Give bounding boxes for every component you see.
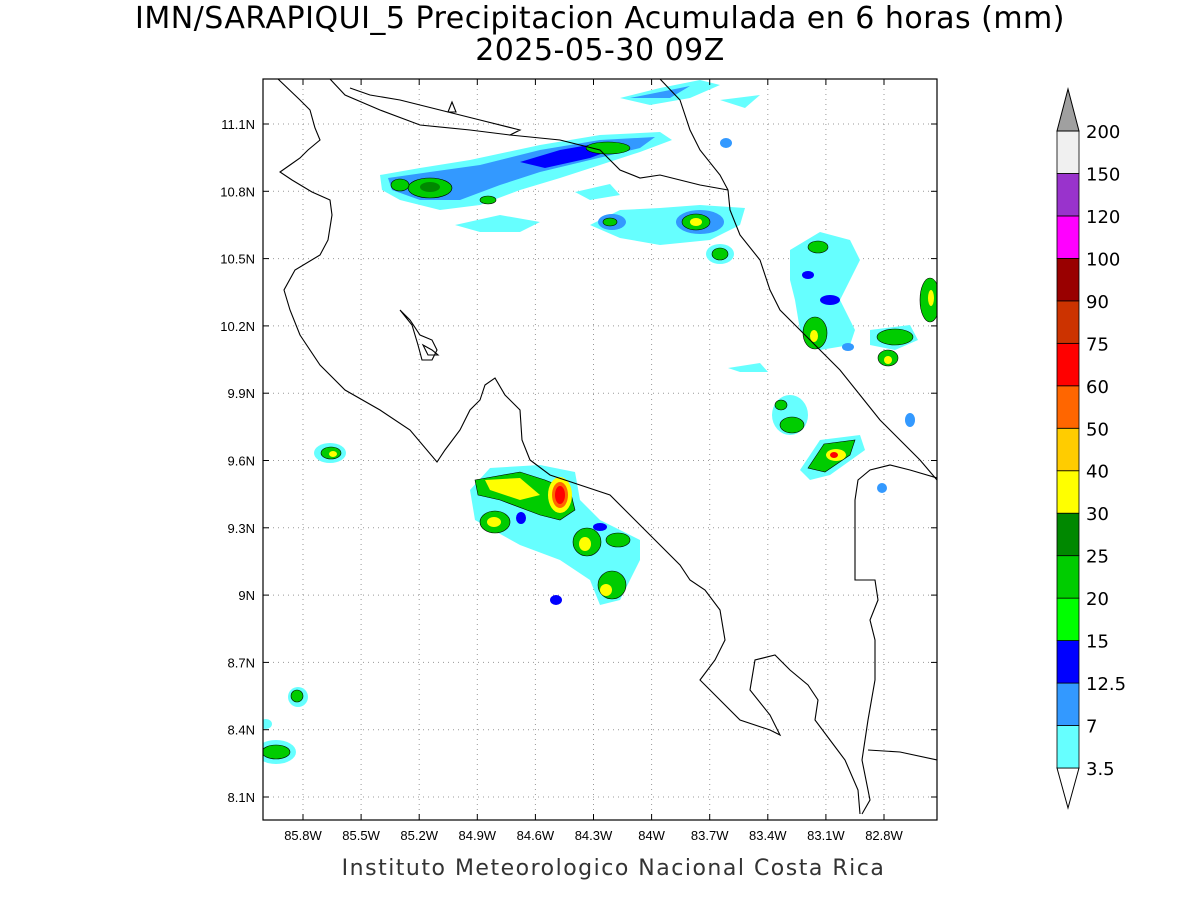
lon-tick-label: 85.2W xyxy=(400,828,438,843)
lon-tick-label: 84.6W xyxy=(517,828,555,843)
colorbar-label: 120 xyxy=(1086,207,1120,228)
lon-tick-label: 85.8W xyxy=(284,828,322,843)
colorbar-label: 150 xyxy=(1086,164,1120,185)
rain-cell-central-north xyxy=(590,138,745,264)
colorbar-swatch xyxy=(1056,555,1080,599)
colorbar-label: 7 xyxy=(1086,717,1097,738)
precipitation-field xyxy=(263,80,937,764)
longitude-axis: 85.8W 85.5W 85.2W 84.9W 84.6W 84.3W 84W 83.7W 83… xyxy=(284,79,904,843)
colorbar-swatch xyxy=(1056,173,1080,217)
colorbar-swatch xyxy=(1056,130,1080,174)
rain-cell-limon xyxy=(772,395,915,493)
lon-tick-label: 82.8W xyxy=(865,828,903,843)
lat-tick-label: 8.7N xyxy=(228,655,255,670)
lat-tick-label: 9.6N xyxy=(228,454,255,469)
lon-tick-label: 83.7W xyxy=(691,828,729,843)
colorbar-swatch xyxy=(1056,257,1080,302)
colorbar-swatch xyxy=(1056,215,1080,259)
lat-tick-label: 9N xyxy=(238,588,255,603)
colorbar-label: 75 xyxy=(1086,334,1109,355)
colorbar-swatch xyxy=(1056,725,1080,769)
colorbar-label: 60 xyxy=(1086,377,1109,398)
colorbar-swatch xyxy=(1056,300,1080,344)
lon-tick-label: 83.4W xyxy=(749,828,787,843)
map-subtitle: 2025-05-30 09Z xyxy=(475,33,725,68)
colorbar-swatch xyxy=(1056,682,1080,726)
colorbar-label: 25 xyxy=(1086,547,1109,568)
colorbar-label: 50 xyxy=(1086,419,1109,440)
rain-cell-central-pacific xyxy=(470,465,640,605)
colorbar-swatch xyxy=(1056,385,1080,429)
colorbar-swatch xyxy=(1056,512,1080,557)
colorbar-swatch xyxy=(1056,640,1080,684)
lat-tick-label: 9.3N xyxy=(228,521,255,536)
colorbar-label: 90 xyxy=(1086,292,1109,313)
lon-tick-label: 85.5W xyxy=(342,828,380,843)
colorbar-swatch xyxy=(1056,597,1080,642)
rain-cell-caribbean xyxy=(728,232,937,372)
colorbar-label: 15 xyxy=(1086,632,1109,653)
lon-tick-label: 84.3W xyxy=(575,828,613,843)
lat-tick-label: 8.4N xyxy=(228,723,255,738)
colorbar-label: 30 xyxy=(1086,504,1109,525)
lat-tick-label: 10.8N xyxy=(220,184,255,199)
rain-cell-north-band xyxy=(380,80,760,232)
colorbar-min-arrow xyxy=(1056,767,1080,810)
lat-tick-label: 11.1N xyxy=(221,117,255,132)
colorbar-swatch xyxy=(1056,427,1080,472)
colorbar-label: 40 xyxy=(1086,462,1109,483)
lon-tick-label: 84W xyxy=(638,828,665,843)
lat-tick-label: 9.9N xyxy=(228,386,255,401)
map-frame xyxy=(262,78,938,821)
colorbar-max-arrow xyxy=(1056,87,1080,132)
colorbar-label: 200 xyxy=(1086,122,1120,143)
colorbar-swatch xyxy=(1056,342,1080,387)
lon-tick-label: 83.1W xyxy=(807,828,845,843)
lat-tick-label: 10.5N xyxy=(220,252,255,267)
coastline xyxy=(277,79,937,815)
colorbar-label: 12.5 xyxy=(1086,674,1126,695)
rain-cell-west xyxy=(263,443,346,764)
colorbar-label: 100 xyxy=(1086,249,1120,270)
colorbar-label: 3.5 xyxy=(1086,759,1115,780)
latitude-axis: 11.1N 10.8N 10.5N 10.2N 9.9N 9.6N 9.3N 9N 8.7N 8.… xyxy=(220,117,937,805)
lat-tick-label: 10.2N xyxy=(220,319,255,334)
colorbar-swatch xyxy=(1056,470,1080,514)
map-title: IMN/SARAPIQUI_5 Precipitacion Acumulada … xyxy=(135,1,1065,36)
colorbar: 3.5 7 12.5 15 20 25 30 40 50 60 75 90 100 120 150 200 xyxy=(1056,87,1126,810)
footer-credit: Instituto Meteorologico Nacional Costa R… xyxy=(341,856,886,881)
colorbar-label: 20 xyxy=(1086,589,1109,610)
lat-tick-label: 8.1N xyxy=(228,790,255,805)
lon-tick-label: 84.9W xyxy=(459,828,497,843)
